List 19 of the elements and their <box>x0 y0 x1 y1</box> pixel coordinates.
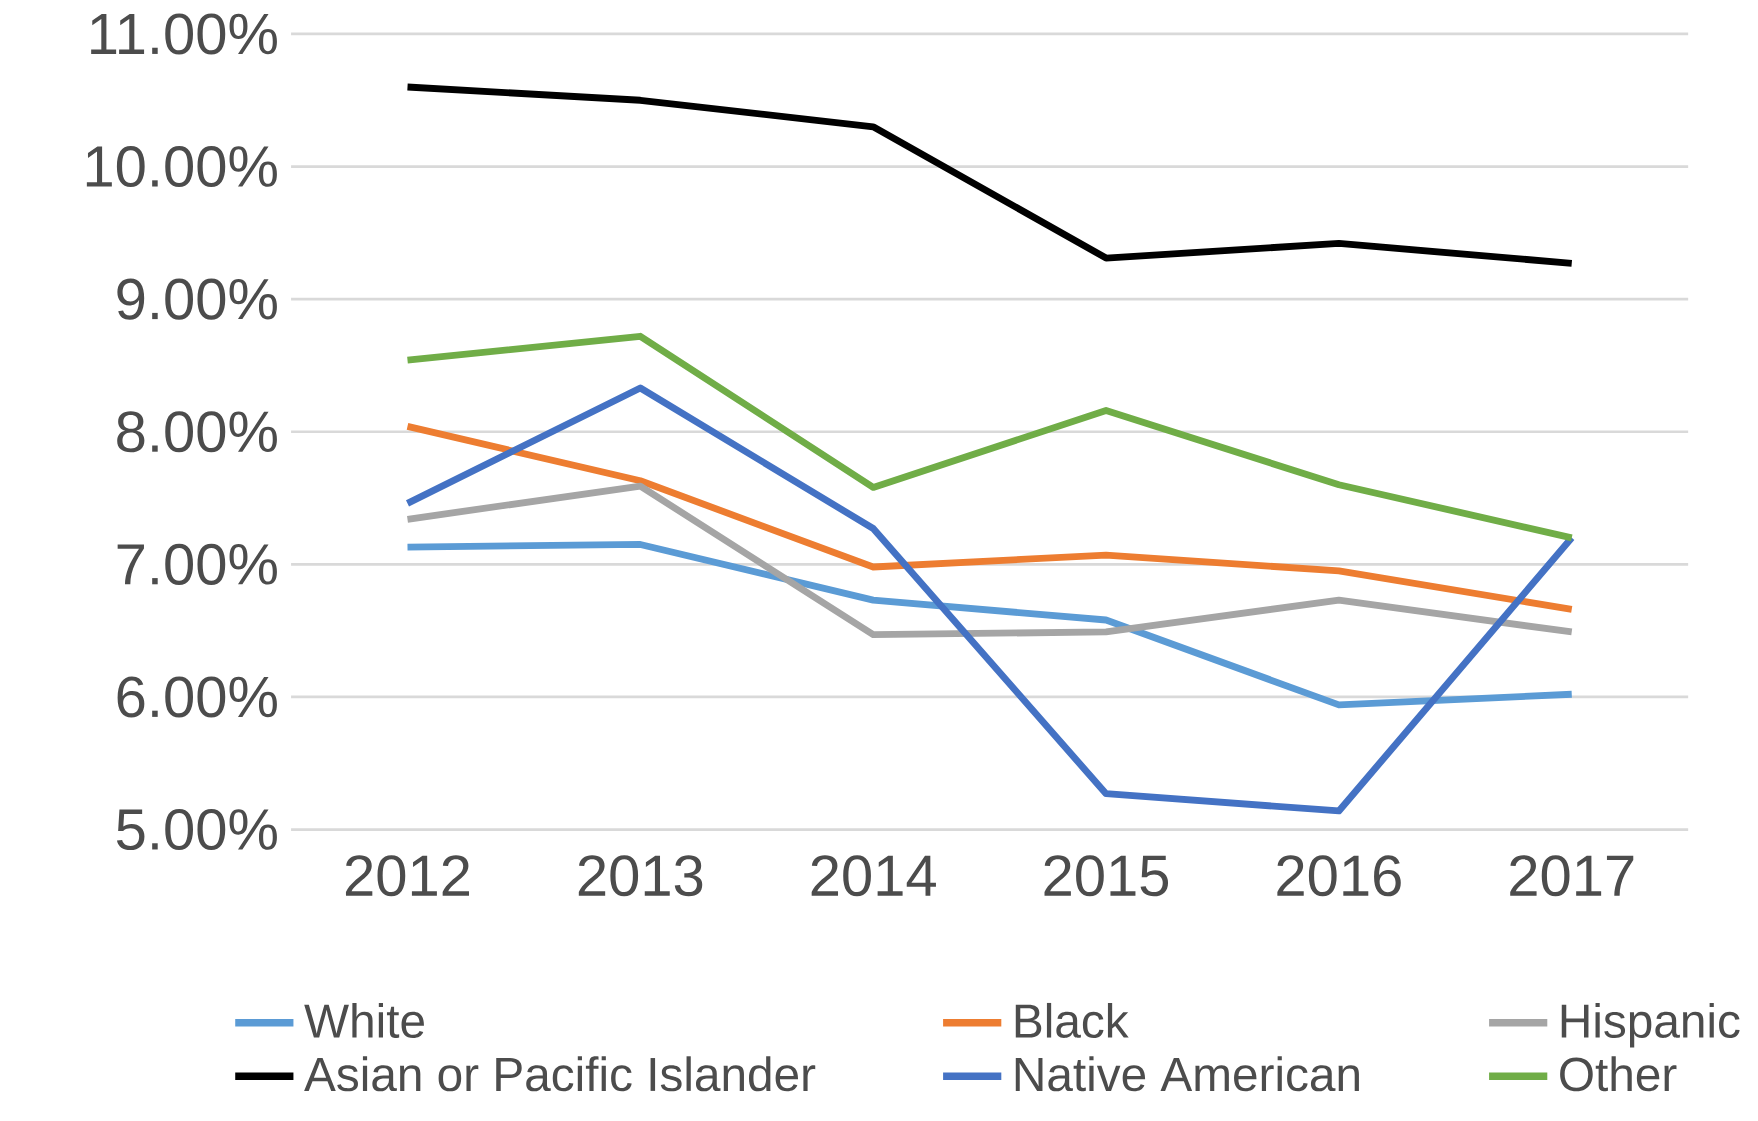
x-tick-label: 2017 <box>1510 855 1634 897</box>
legend-label: Black <box>1015 1003 1129 1039</box>
legend-label: Asian or Pacific Islander <box>304 1056 816 1092</box>
y-tick-label: 10.00% <box>86 146 277 188</box>
legend-label: Hispanic <box>1561 1003 1740 1048</box>
x-tick-label: 2013 <box>578 855 703 897</box>
y-tick-label: 9.00% <box>117 278 277 320</box>
y-tick-label: 6.00% <box>117 676 277 718</box>
y-tick-label: 8.00% <box>117 411 277 453</box>
x-tick-label: 2016 <box>1277 855 1401 897</box>
x-tick-label: 2014 <box>811 855 936 897</box>
y-tick-label: 11.00% <box>91 13 277 55</box>
y-tick-label: 5.00% <box>116 809 277 851</box>
y-tick-label: 7.00% <box>117 544 277 586</box>
legend-label: Native American <box>1015 1056 1359 1092</box>
legend-label: White <box>304 1003 424 1039</box>
legend-label: Other <box>1560 1056 1677 1092</box>
x-tick-label: 2015 <box>1044 855 1169 897</box>
x-tick-label: 2012 <box>345 855 470 897</box>
